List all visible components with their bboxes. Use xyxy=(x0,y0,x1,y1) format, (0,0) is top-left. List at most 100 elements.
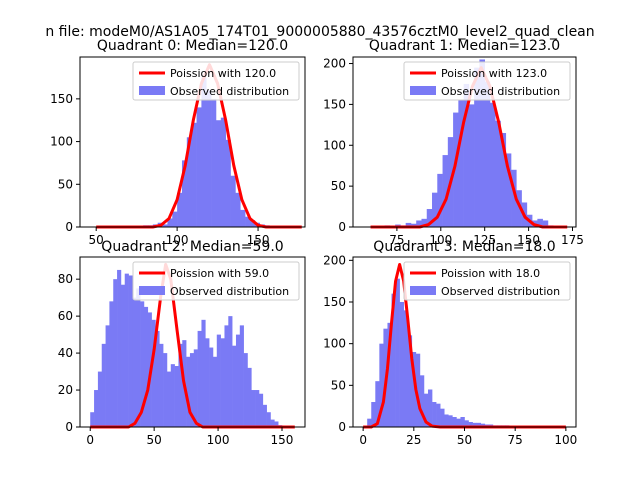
histogram-bar xyxy=(437,173,443,228)
histogram-bar xyxy=(495,120,501,227)
histogram-bar xyxy=(367,418,372,427)
y-tick-label: 0 xyxy=(338,220,346,234)
histogram-bar xyxy=(240,209,246,227)
legend-model-label: Poission with 59.0 xyxy=(170,267,269,280)
y-tick-label: 0 xyxy=(65,420,73,434)
histogram-bar xyxy=(228,316,233,427)
histogram-bar xyxy=(225,139,231,227)
histogram-bar xyxy=(411,352,417,427)
histogram-bar xyxy=(421,218,428,227)
histogram-bar xyxy=(428,389,433,427)
histogram-bar xyxy=(537,218,543,227)
x-tick-label: 100 xyxy=(166,233,189,247)
legend: Poission with 123.0 Observed distribution xyxy=(403,61,571,101)
legend-model-label: Poission with 120.0 xyxy=(170,67,276,80)
legend-model-label: Poission with 123.0 xyxy=(441,67,547,80)
histogram-bar xyxy=(136,288,141,427)
histogram-bar xyxy=(191,122,197,227)
histogram-bar xyxy=(167,218,173,227)
y-tick-label: 20 xyxy=(58,383,73,397)
histogram-bar xyxy=(105,325,110,427)
histogram-bar xyxy=(235,192,241,227)
histogram-bar xyxy=(405,222,412,227)
x-tick-label: 50 xyxy=(457,433,472,447)
x-tick-label: 75 xyxy=(508,433,523,447)
axes-frame xyxy=(352,56,577,228)
legend-box xyxy=(132,61,300,101)
histogram-bar xyxy=(266,412,271,427)
histogram-bar xyxy=(143,306,149,427)
histogram-bar xyxy=(205,338,210,427)
histogram-bar xyxy=(432,192,438,227)
histogram-bar xyxy=(201,77,207,227)
histogram-bar xyxy=(542,220,549,227)
figure-suptitle: n file: modeM0/AS1A05_174T01_9000005880_… xyxy=(45,24,594,40)
y-tick-label: 100 xyxy=(50,135,73,149)
histogram-bar xyxy=(516,190,522,227)
histogram-bar xyxy=(270,419,275,427)
histogram-bar xyxy=(101,343,106,427)
legend-observed-swatch xyxy=(139,86,165,95)
histogram-bar xyxy=(215,120,222,227)
histogram-bar xyxy=(235,334,241,427)
histogram-bar xyxy=(132,297,137,427)
y-tick-label: 50 xyxy=(331,179,346,193)
histogram-bar xyxy=(117,269,122,427)
y-tick-label: 80 xyxy=(58,272,73,286)
subplot-quadrant-1: 75 100 125 150 175 0 50 100 150 200 Poission with … xyxy=(323,38,584,247)
subplot-title: Quadrant 3: Median=18.0 xyxy=(373,239,555,255)
histogram-bar xyxy=(94,390,99,427)
legend-model-label: Poission with 18.0 xyxy=(441,267,540,280)
x-tick-label: 150 xyxy=(271,433,294,447)
x-tick-label: 125 xyxy=(473,233,496,247)
histogram-bar xyxy=(444,414,449,427)
legend: Poission with 18.0 Observed distribution xyxy=(403,261,571,301)
y-tick-label: 50 xyxy=(58,177,73,191)
y-tick-label: 0 xyxy=(65,220,73,234)
histogram-bar xyxy=(166,371,172,427)
histogram-bar xyxy=(399,302,404,427)
subplot-title: Quadrant 1: Median=123.0 xyxy=(369,38,560,54)
histogram-bar xyxy=(262,404,267,427)
histogram-bar xyxy=(432,402,437,427)
histogram-bar xyxy=(442,155,449,227)
histogram-bar xyxy=(206,90,212,227)
histogram-bar xyxy=(472,422,477,427)
histogram-bar xyxy=(464,420,469,427)
histogram-bar xyxy=(458,100,464,227)
histogram-bar xyxy=(113,279,118,427)
legend-box xyxy=(403,261,571,301)
histogram-bar xyxy=(172,211,178,227)
y-tick-label: 150 xyxy=(323,295,346,309)
histogram-bar xyxy=(403,310,409,427)
x-tick-label: 100 xyxy=(429,233,452,247)
x-tick-label: 150 xyxy=(517,233,540,247)
legend: Poission with 120.0 Observed distribution xyxy=(132,61,300,101)
histogram-bar xyxy=(460,417,465,427)
histogram-bar xyxy=(128,275,133,427)
histogram-bar xyxy=(407,335,413,427)
legend-observed-label: Observed distribution xyxy=(170,285,289,298)
histogram-bar xyxy=(197,330,202,427)
legend-box xyxy=(132,261,300,301)
histogram-bar xyxy=(453,112,459,227)
subplot-title: Quadrant 0: Median=120.0 xyxy=(97,38,288,54)
histogram-bar xyxy=(255,390,260,427)
histogram-bar xyxy=(463,83,470,227)
histogram-bar xyxy=(484,81,491,228)
histogram-bar xyxy=(245,216,251,227)
histogram-bar xyxy=(440,408,445,427)
histogram-bar xyxy=(90,412,95,427)
histogram-bar xyxy=(174,366,179,427)
x-tick-label: 50 xyxy=(147,433,162,447)
histogram-bar xyxy=(479,59,485,228)
histogram-bar xyxy=(468,104,475,227)
y-tick-label: 60 xyxy=(58,309,73,323)
histogram-bar xyxy=(391,293,396,427)
histogram-bar xyxy=(480,423,486,427)
histogram-bar xyxy=(212,356,218,427)
histogram-bar xyxy=(474,67,480,228)
legend-observed-label: Observed distribution xyxy=(441,285,560,298)
histogram-bar xyxy=(258,393,264,427)
histogram-bar xyxy=(201,319,206,427)
